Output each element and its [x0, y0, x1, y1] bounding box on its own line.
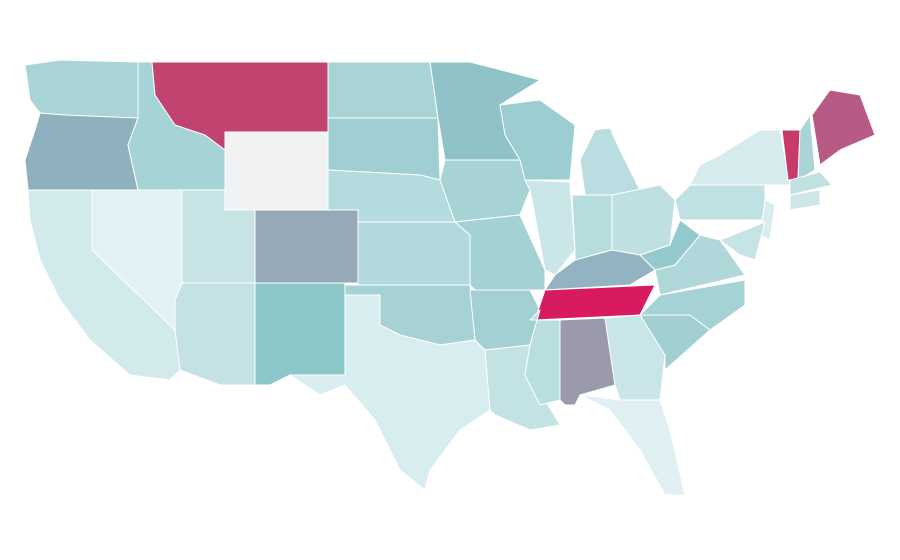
state-region — [224, 131, 329, 211]
state-region — [24, 59, 139, 119]
state-region — [789, 189, 821, 211]
state-region — [254, 209, 359, 284]
state-region — [174, 282, 256, 386]
state-region — [24, 112, 139, 191]
state-region — [797, 114, 816, 181]
state-region — [499, 99, 576, 181]
state-region — [534, 284, 656, 321]
state-region — [811, 89, 876, 166]
state-region — [579, 394, 686, 496]
state-region — [254, 282, 346, 386]
state-region — [571, 194, 613, 261]
region-layer — [24, 59, 876, 496]
state-region — [579, 127, 641, 196]
state-region — [689, 129, 791, 186]
state-region — [439, 159, 531, 223]
state-region — [289, 294, 491, 491]
state-region — [611, 184, 676, 256]
state-region — [357, 221, 471, 286]
state-region — [719, 221, 766, 261]
state-region — [639, 219, 701, 271]
state-region — [674, 184, 766, 221]
state-region — [327, 61, 439, 119]
state-region — [789, 171, 833, 196]
